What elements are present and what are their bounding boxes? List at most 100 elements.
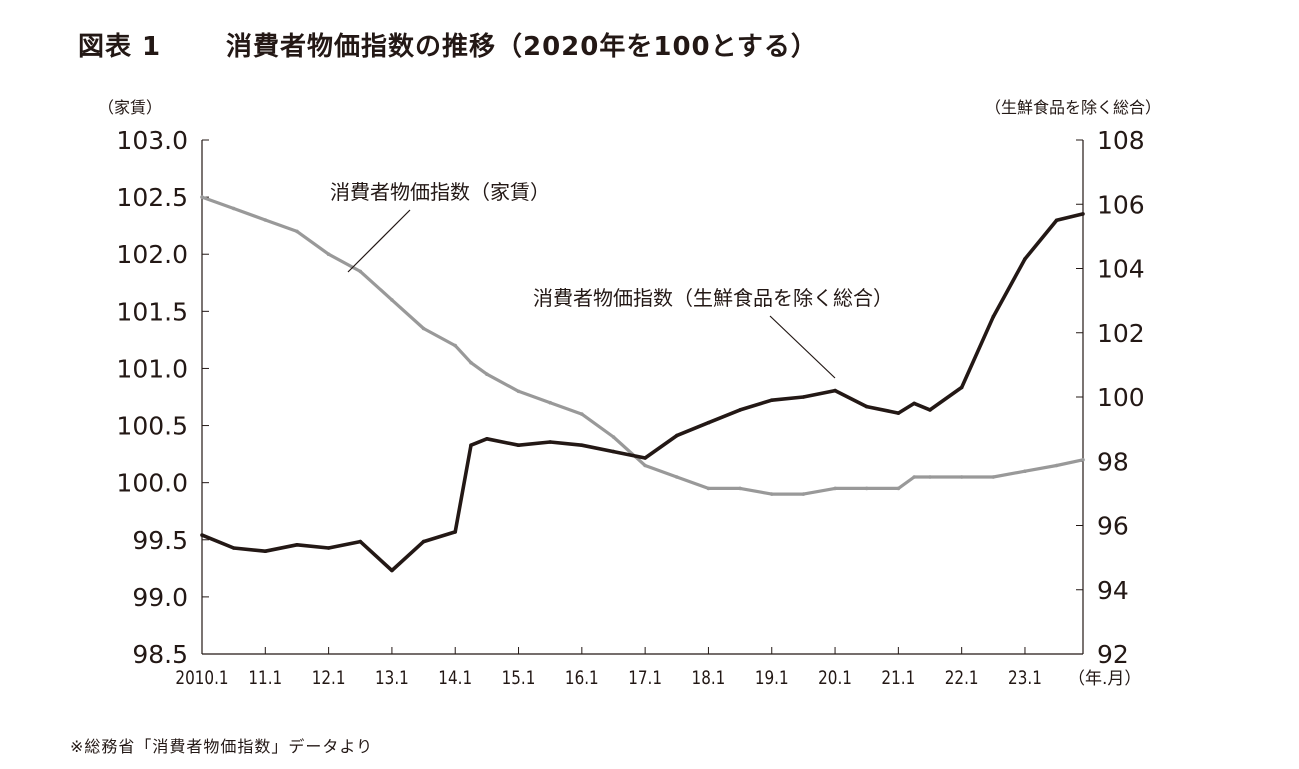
rent-data-point (611, 435, 616, 439)
figure-number: 図表 1 (78, 32, 162, 62)
x-tick-label: 23.1 (1008, 667, 1042, 689)
rent-data-point (469, 360, 473, 365)
x-tick-label: 22.1 (945, 667, 979, 689)
core-cpi-data-point (453, 530, 458, 534)
left-axis-unit: （家賃） (98, 98, 163, 117)
right-tick-label: 98 (1097, 447, 1129, 476)
x-tick-label: 21.1 (881, 667, 915, 689)
rent-data-point (1081, 458, 1085, 462)
core-cpi-data-point (469, 443, 473, 448)
x-tick-label: 20.1 (818, 667, 852, 689)
left-tick-label: 98.5 (132, 640, 188, 669)
core-cpi-data-point (643, 456, 647, 460)
left-tick-label: 99.5 (132, 526, 188, 555)
rent-data-point (991, 475, 996, 479)
x-tick-label: 12.1 (312, 667, 346, 689)
left-tick-label: 100.5 (116, 412, 188, 441)
right-tick-label: 104 (1097, 255, 1145, 284)
rent-data-point (516, 389, 521, 394)
rent-data-point (390, 298, 394, 302)
right-tick-label: 106 (1097, 190, 1145, 219)
x-tick-label: 14.1 (438, 667, 472, 689)
core-cpi-data-point (896, 411, 901, 415)
core-cpi-data-point (675, 433, 679, 438)
x-tick-label: 13.1 (375, 667, 409, 689)
core-cpi-data-point (263, 549, 268, 553)
core-cpi-data-point (706, 420, 711, 425)
core-cpi-leader-line (769, 315, 836, 379)
core-cpi-series-line (201, 212, 1084, 573)
rent-annotation-label: 消費者物価指数（家賃） (330, 180, 550, 204)
rent-series-line (201, 195, 1084, 496)
core-cpi-data-point (358, 539, 363, 544)
rent-data-point (643, 463, 647, 468)
rent-data-point (580, 412, 584, 416)
rent-data-point (1023, 469, 1027, 474)
core-cpi-data-point (912, 401, 916, 406)
core-cpi-data-point (1081, 212, 1085, 216)
left-tick-label: 101.0 (116, 354, 188, 383)
core-cpi-data-point (390, 568, 394, 573)
x-tick-label: 15.1 (502, 667, 536, 689)
right-tick-label: 102 (1097, 319, 1145, 348)
core-cpi-data-point (959, 385, 964, 390)
figure-title-row: 図表 1 消費者物価指数の推移（2020年を100とする） (78, 26, 818, 63)
rent-data-point (326, 252, 331, 256)
core-cpi-data-point (326, 546, 331, 550)
left-tick-label: 99.0 (132, 583, 188, 612)
right-axis-unit: （生鮮食品を除く総合） (984, 98, 1161, 117)
core-cpi-data-point (1054, 218, 1059, 223)
core-cpi-data-point (548, 440, 552, 444)
core-cpi-data-point (611, 449, 616, 454)
right-tick-label: 96 (1097, 512, 1129, 541)
core-cpi-data-point (864, 404, 869, 409)
core-cpi-data-point (295, 543, 299, 547)
figure-title: 消費者物価指数の推移（2020年を100とする） (226, 32, 818, 62)
core-cpi-data-point (231, 546, 236, 550)
right-tick-label: 100 (1097, 383, 1145, 412)
left-tick-label: 103.0 (116, 126, 188, 155)
core-cpi-data-point (485, 437, 489, 441)
x-axis-unit: （年.月） (1068, 669, 1141, 689)
rent-data-point (928, 475, 932, 479)
rent-data-point (200, 195, 204, 199)
core-cpi-data-point (580, 443, 584, 448)
core-cpi-annotation-label: 消費者物価指数（生鮮食品を除く総合） (533, 286, 893, 310)
rent-data-point (801, 492, 806, 496)
rent-data-point (485, 372, 489, 377)
rent-data-point (295, 229, 299, 234)
core-cpi-data-point (769, 398, 774, 403)
core-cpi-data-point (801, 395, 806, 399)
core-cpi-data-point (1023, 257, 1027, 261)
x-tick-label: 11.1 (248, 667, 282, 689)
core-cpi-data-point (516, 443, 521, 448)
rent-data-point (738, 486, 742, 491)
rent-data-point (833, 486, 837, 491)
rent-data-point (453, 343, 458, 348)
core-cpi-data-point (200, 533, 204, 537)
rent-data-point (864, 486, 869, 491)
rent-data-point (421, 326, 426, 331)
rent-data-point (675, 475, 679, 479)
rent-data-point (769, 492, 774, 496)
x-tick-label: 18.1 (692, 667, 726, 689)
rent-data-point (912, 475, 916, 479)
core-cpi-data-point (421, 539, 426, 544)
rent-data-point (706, 486, 711, 491)
x-tick-label: 17.1 (628, 667, 662, 689)
left-tick-label: 100.0 (116, 469, 188, 498)
core-cpi-data-point (928, 408, 932, 412)
x-tick-label: 2010.1 (175, 667, 228, 689)
core-cpi-data-point (833, 388, 837, 393)
rent-data-point (548, 400, 552, 405)
source-note: ※総務省「消費者物価指数」データより (70, 737, 374, 756)
rent-data-point (263, 218, 268, 222)
left-tick-label: 102.0 (116, 240, 188, 269)
right-tick-label: 94 (1097, 576, 1129, 605)
core-cpi-data-point (738, 408, 742, 412)
rent-data-point (231, 206, 236, 211)
left-tick-label: 102.5 (116, 183, 188, 212)
rent-data-point (896, 486, 901, 491)
rent-leader-line (347, 209, 411, 273)
